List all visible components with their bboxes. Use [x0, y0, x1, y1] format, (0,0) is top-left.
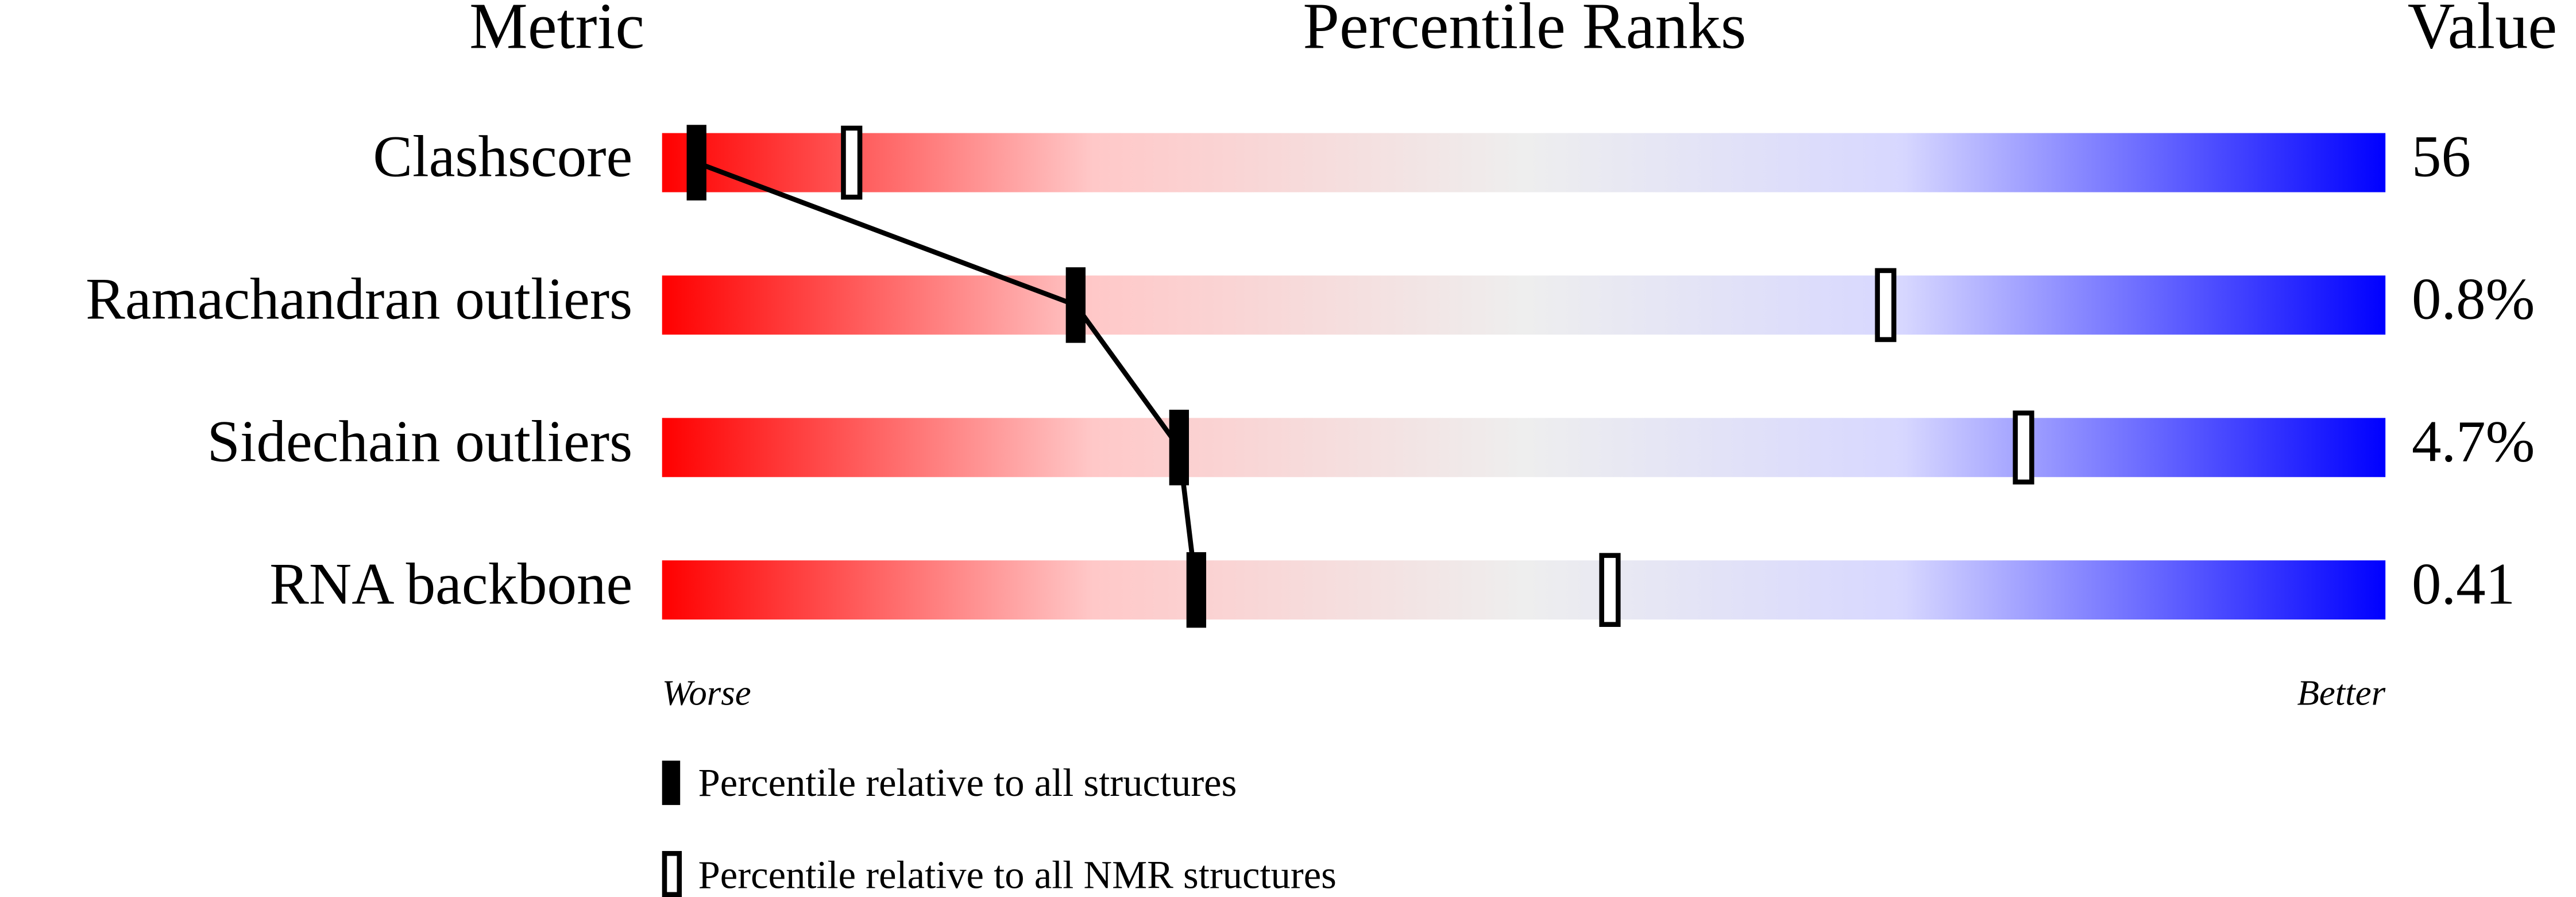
marker-all — [1065, 267, 1086, 343]
legend-swatch-all — [662, 760, 681, 805]
metric-value: 4.7% — [2412, 409, 2535, 474]
better-label: Better — [2297, 673, 2385, 713]
marker-nmr — [841, 125, 863, 200]
legend-label: Percentile relative to all structures — [698, 761, 1237, 804]
marker-all — [686, 125, 706, 201]
metric-header: Metric — [469, 0, 644, 62]
marker-nmr — [1875, 268, 1897, 342]
metric-value: 56 — [2412, 124, 2471, 190]
ranks-header: Percentile Ranks — [1303, 0, 1746, 62]
marker-nmr — [1599, 553, 1621, 627]
percentile-bar — [662, 418, 2386, 478]
marker-nmr — [2013, 410, 2034, 485]
percentile-bar — [662, 560, 2386, 620]
legend-swatch-nmr — [662, 850, 682, 897]
percentile-bar — [662, 275, 2386, 335]
worse-label: Worse — [662, 673, 751, 713]
marker-all — [1169, 410, 1189, 486]
metric-label: RNA backbone — [269, 551, 632, 617]
legend-label: Percentile relative to all NMR structure… — [698, 853, 1337, 896]
connector-line — [696, 160, 1199, 591]
marker-all — [1186, 552, 1207, 628]
value-header: Value — [2408, 0, 2557, 62]
metric-label: Sidechain outliers — [207, 409, 633, 474]
metric-label: Clashscore — [373, 124, 632, 190]
metric-value: 0.41 — [2412, 551, 2515, 617]
percentile-bar — [662, 133, 2386, 193]
metric-label: Ramachandran outliers — [86, 267, 632, 332]
metric-value: 0.8% — [2412, 267, 2535, 332]
